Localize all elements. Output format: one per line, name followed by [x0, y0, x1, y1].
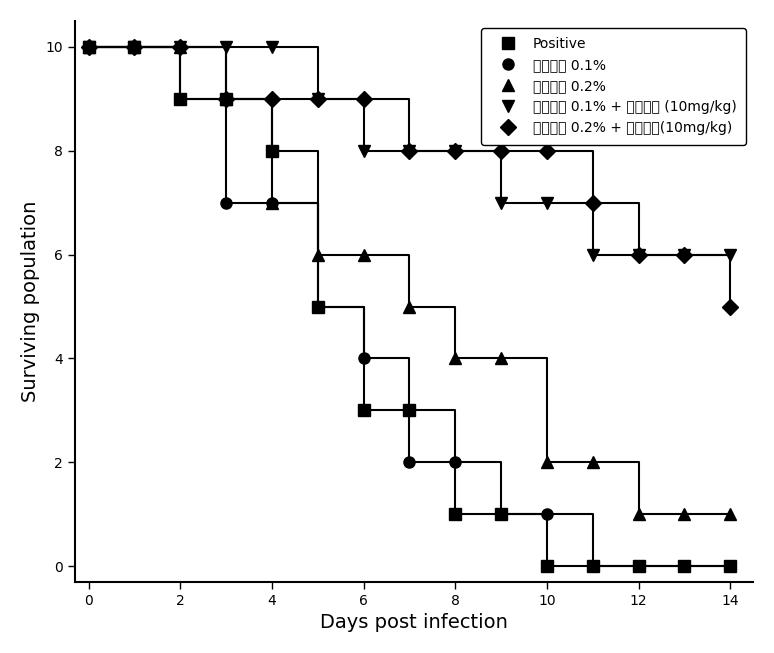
Positive: [221, 95, 231, 103]
항균소재 0.2% + 면역소재(10mg/kg): [267, 95, 276, 103]
항균소재 0.1% + 면역소재 (10mg/kg): [405, 147, 414, 155]
Line: 항균소재 0.1%: 항균소재 0.1%: [83, 41, 736, 572]
항균소재 0.1%: [221, 199, 231, 206]
Positive: [588, 562, 598, 570]
항균소재 0.1%: [359, 355, 368, 362]
Line: Positive: Positive: [83, 41, 736, 572]
항균소재 0.2%: [221, 95, 231, 103]
항균소재 0.2% + 면역소재(10mg/kg): [84, 43, 93, 51]
항균소재 0.2%: [725, 511, 735, 518]
Positive: [496, 511, 505, 518]
Positive: [176, 95, 185, 103]
Line: 항균소재 0.2% + 면역소재(10mg/kg): 항균소재 0.2% + 면역소재(10mg/kg): [83, 41, 736, 312]
항균소재 0.2%: [359, 251, 368, 259]
항균소재 0.1%: [313, 302, 323, 310]
항균소재 0.2%: [176, 43, 185, 51]
항균소재 0.2% + 면역소재(10mg/kg): [496, 147, 505, 155]
항균소재 0.2% + 면역소재(10mg/kg): [130, 43, 139, 51]
Y-axis label: Surviving population: Surviving population: [21, 200, 39, 402]
항균소재 0.1%: [84, 43, 93, 51]
Positive: [84, 43, 93, 51]
항균소재 0.2% + 면역소재(10mg/kg): [725, 302, 735, 310]
Legend: Positive, 항균소재 0.1%, 항균소재 0.2%, 항균소재 0.1% + 면역소재 (10mg/kg), 항균소재 0.2% + 면역소재(10m: Positive, 항균소재 0.1%, 항균소재 0.2%, 항균소재 0.1…: [481, 28, 746, 145]
항균소재 0.1% + 면역소재 (10mg/kg): [176, 43, 185, 51]
Line: 항균소재 0.2%: 항균소재 0.2%: [83, 41, 736, 520]
항균소재 0.1% + 면역소재 (10mg/kg): [725, 251, 735, 259]
항균소재 0.1%: [588, 562, 598, 570]
항균소재 0.1%: [130, 43, 139, 51]
항균소재 0.1% + 면역소재 (10mg/kg): [450, 147, 460, 155]
Line: 항균소재 0.1% + 면역소재 (10mg/kg): 항균소재 0.1% + 면역소재 (10mg/kg): [83, 41, 736, 260]
Positive: [313, 302, 323, 310]
항균소재 0.1% + 면역소재 (10mg/kg): [359, 147, 368, 155]
항균소재 0.1% + 면역소재 (10mg/kg): [588, 251, 598, 259]
항균소재 0.1%: [725, 562, 735, 570]
항균소재 0.2%: [543, 458, 552, 466]
항균소재 0.2%: [405, 302, 414, 310]
항균소재 0.2% + 면역소재(10mg/kg): [588, 199, 598, 206]
Positive: [405, 406, 414, 414]
항균소재 0.1% + 면역소재 (10mg/kg): [634, 251, 643, 259]
항균소재 0.2% + 면역소재(10mg/kg): [543, 147, 552, 155]
Positive: [725, 562, 735, 570]
항균소재 0.1% + 면역소재 (10mg/kg): [130, 43, 139, 51]
Positive: [130, 43, 139, 51]
항균소재 0.1%: [176, 95, 185, 103]
Positive: [634, 562, 643, 570]
Positive: [450, 511, 460, 518]
Positive: [680, 562, 689, 570]
X-axis label: Days post infection: Days post infection: [320, 613, 508, 632]
항균소재 0.2%: [496, 355, 505, 362]
항균소재 0.2% + 면역소재(10mg/kg): [313, 95, 323, 103]
항균소재 0.1%: [267, 199, 276, 206]
항균소재 0.2%: [450, 355, 460, 362]
항균소재 0.1% + 면역소재 (10mg/kg): [680, 251, 689, 259]
항균소재 0.2% + 면역소재(10mg/kg): [634, 251, 643, 259]
항균소재 0.1%: [634, 562, 643, 570]
항균소재 0.2%: [680, 511, 689, 518]
항균소재 0.1%: [450, 458, 460, 466]
항균소재 0.2%: [130, 43, 139, 51]
항균소재 0.1% + 면역소재 (10mg/kg): [496, 199, 505, 206]
항균소재 0.2% + 면역소재(10mg/kg): [221, 95, 231, 103]
항균소재 0.2% + 면역소재(10mg/kg): [680, 251, 689, 259]
항균소재 0.2%: [267, 199, 276, 206]
항균소재 0.2%: [588, 458, 598, 466]
항균소재 0.1%: [543, 511, 552, 518]
항균소재 0.2%: [313, 251, 323, 259]
항균소재 0.2% + 면역소재(10mg/kg): [359, 95, 368, 103]
Positive: [267, 147, 276, 155]
항균소재 0.1% + 면역소재 (10mg/kg): [84, 43, 93, 51]
항균소재 0.2%: [634, 511, 643, 518]
Positive: [543, 562, 552, 570]
항균소재 0.2% + 면역소재(10mg/kg): [176, 43, 185, 51]
항균소재 0.2%: [84, 43, 93, 51]
항균소재 0.1% + 면역소재 (10mg/kg): [221, 43, 231, 51]
항균소재 0.1% + 면역소재 (10mg/kg): [267, 43, 276, 51]
Positive: [359, 406, 368, 414]
항균소재 0.1%: [496, 511, 505, 518]
항균소재 0.1%: [680, 562, 689, 570]
항균소재 0.1% + 면역소재 (10mg/kg): [543, 199, 552, 206]
항균소재 0.2% + 면역소재(10mg/kg): [450, 147, 460, 155]
항균소재 0.1%: [405, 458, 414, 466]
항균소재 0.1% + 면역소재 (10mg/kg): [313, 95, 323, 103]
항균소재 0.2% + 면역소재(10mg/kg): [405, 147, 414, 155]
